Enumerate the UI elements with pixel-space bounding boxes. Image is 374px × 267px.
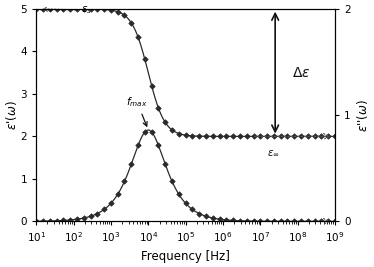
Y-axis label: $\varepsilon$'($\omega$): $\varepsilon$'($\omega$) — [4, 100, 19, 130]
Text: $f_{max}$: $f_{max}$ — [126, 95, 148, 126]
Text: $\Delta\varepsilon$: $\Delta\varepsilon$ — [292, 66, 310, 80]
Text: $\varepsilon_s$: $\varepsilon_s$ — [43, 4, 92, 16]
Text: $\varepsilon_\infty$: $\varepsilon_\infty$ — [267, 148, 280, 158]
Y-axis label: $\varepsilon$''($\omega$): $\varepsilon$''($\omega$) — [355, 99, 370, 132]
X-axis label: Frequency [Hz]: Frequency [Hz] — [141, 250, 230, 263]
